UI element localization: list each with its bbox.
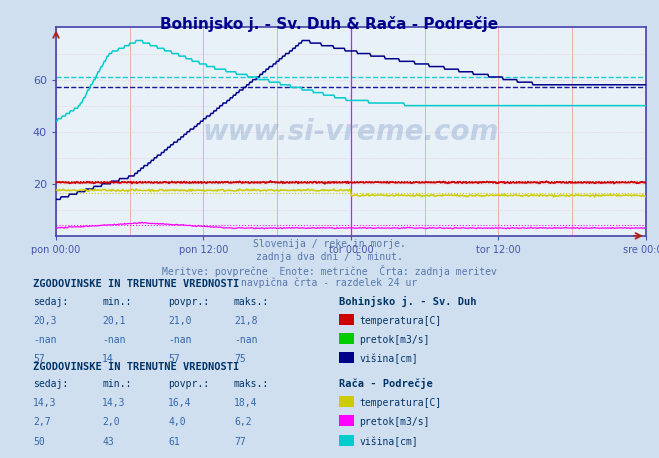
Text: maks.:: maks.:	[234, 297, 269, 306]
Text: www.si-vreme.com: www.si-vreme.com	[203, 118, 499, 146]
Text: sedaj:: sedaj:	[33, 379, 68, 389]
Text: 20,3: 20,3	[33, 316, 57, 326]
Text: maks.:: maks.:	[234, 379, 269, 389]
Text: Slovenija / reke in morje.: Slovenija / reke in morje.	[253, 239, 406, 249]
Text: navpična črta - razdelek 24 ur: navpična črta - razdelek 24 ur	[241, 278, 418, 288]
Text: ZGODOVINSKE IN TRENUTNE VREDNOSTI: ZGODOVINSKE IN TRENUTNE VREDNOSTI	[33, 279, 239, 289]
Text: temperatura[C]: temperatura[C]	[359, 398, 442, 408]
Text: 21,0: 21,0	[168, 316, 192, 326]
Text: sedaj:: sedaj:	[33, 297, 68, 306]
Text: 18,4: 18,4	[234, 398, 258, 408]
Text: 14: 14	[102, 354, 114, 364]
Text: 20,1: 20,1	[102, 316, 126, 326]
Text: 14,3: 14,3	[102, 398, 126, 408]
Text: višina[cm]: višina[cm]	[359, 354, 418, 364]
Text: min.:: min.:	[102, 297, 132, 306]
Text: -nan: -nan	[102, 335, 126, 345]
Text: -nan: -nan	[33, 335, 57, 345]
Text: višina[cm]: višina[cm]	[359, 436, 418, 447]
Text: 43: 43	[102, 437, 114, 447]
Text: 21,8: 21,8	[234, 316, 258, 326]
Text: -nan: -nan	[168, 335, 192, 345]
Text: 77: 77	[234, 437, 246, 447]
Text: zadnja dva dni / 5 minut.: zadnja dva dni / 5 minut.	[256, 252, 403, 262]
Text: 4,0: 4,0	[168, 418, 186, 427]
Text: Meritve: povprečne  Enote: metrične  Črta: zadnja meritev: Meritve: povprečne Enote: metrične Črta:…	[162, 265, 497, 277]
Text: Bohinjsko j. - Sv. Duh & Rača - Podrečje: Bohinjsko j. - Sv. Duh & Rača - Podrečje	[160, 16, 499, 32]
Text: 2,0: 2,0	[102, 418, 120, 427]
Text: Bohinjsko j. - Sv. Duh: Bohinjsko j. - Sv. Duh	[339, 295, 477, 306]
Text: ZGODOVINSKE IN TRENUTNE VREDNOSTI: ZGODOVINSKE IN TRENUTNE VREDNOSTI	[33, 362, 239, 371]
Text: 57: 57	[33, 354, 45, 364]
Text: 16,4: 16,4	[168, 398, 192, 408]
Text: 75: 75	[234, 354, 246, 364]
Text: 61: 61	[168, 437, 180, 447]
Text: temperatura[C]: temperatura[C]	[359, 316, 442, 326]
Text: min.:: min.:	[102, 379, 132, 389]
Text: povpr.:: povpr.:	[168, 297, 209, 306]
Text: 6,2: 6,2	[234, 418, 252, 427]
Text: pretok[m3/s]: pretok[m3/s]	[359, 335, 430, 345]
Text: 14,3: 14,3	[33, 398, 57, 408]
Text: povpr.:: povpr.:	[168, 379, 209, 389]
Text: 57: 57	[168, 354, 180, 364]
Text: 2,7: 2,7	[33, 418, 51, 427]
Text: pretok[m3/s]: pretok[m3/s]	[359, 418, 430, 427]
Text: Rača - Podrečje: Rača - Podrečje	[339, 378, 433, 389]
Text: 50: 50	[33, 437, 45, 447]
Text: -nan: -nan	[234, 335, 258, 345]
